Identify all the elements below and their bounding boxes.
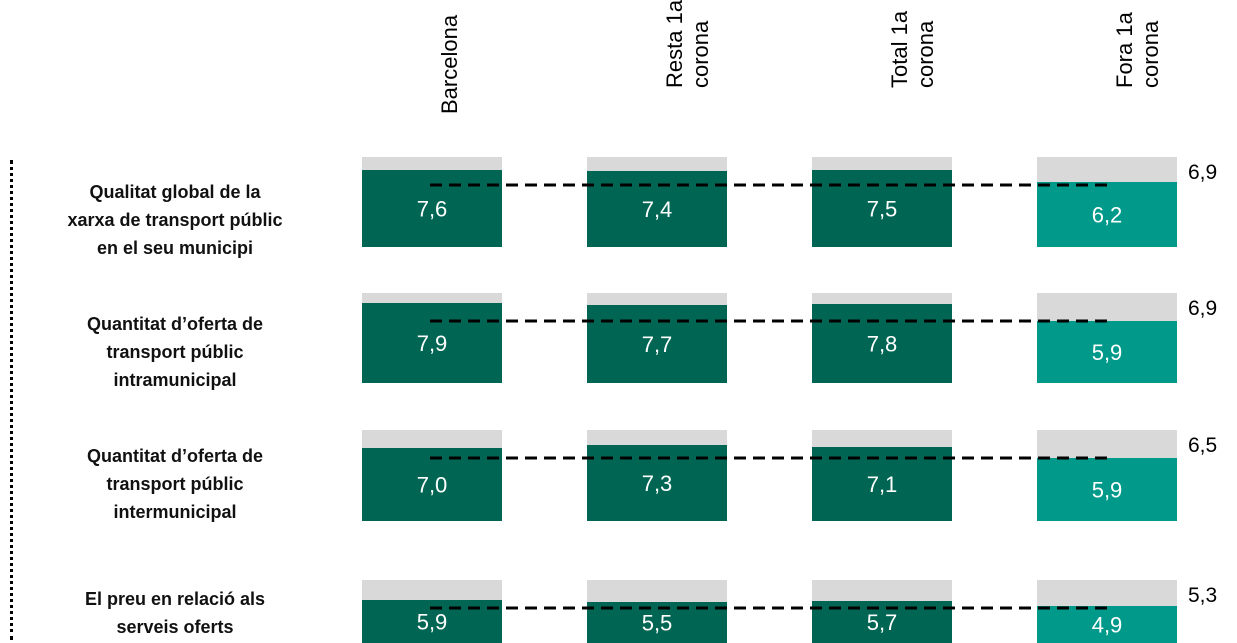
row-label-line: serveis oferts [116, 617, 234, 637]
data-label: 7,7 [642, 332, 673, 357]
data-label: 5,9 [1092, 478, 1123, 503]
reference-label: 5,3 [1188, 584, 1217, 607]
row-label: Quantitat d’oferta de transport públic int… [30, 310, 320, 394]
row-label-line: Quantitat d’oferta de [86, 314, 263, 334]
row-label-line: intermunicipal [113, 502, 237, 522]
bar [362, 303, 502, 383]
bar [587, 305, 727, 383]
reference-label: 6,5 [1188, 434, 1217, 457]
data-label: 6,2 [1092, 203, 1123, 228]
data-label: 5,9 [1092, 340, 1123, 365]
row-label-line: Qualitat global de la [89, 182, 261, 202]
row-label: Quantitat d’oferta de transport públic int… [30, 442, 320, 526]
row-label-line: xarxa de transport públic [67, 210, 283, 230]
row-label-line: Quantitat d’oferta de [86, 446, 263, 466]
bar [362, 448, 502, 521]
row-label-line: transport públic [106, 342, 244, 362]
data-label: 7,0 [417, 473, 448, 498]
reference-label: 6,9 [1188, 297, 1217, 320]
data-label: 7,6 [417, 197, 448, 222]
data-label: 7,9 [417, 331, 448, 356]
bar [1037, 321, 1177, 383]
row-label-line: intramunicipal [113, 370, 237, 390]
data-label: 7,5 [867, 197, 898, 222]
row-label: El preu en relació als serveis oferts [30, 585, 320, 641]
row-label-line: transport públic [106, 474, 244, 494]
data-label: 5,9 [417, 610, 448, 635]
row-separator-dotted-line [10, 160, 13, 640]
reference-label: 6,9 [1188, 161, 1217, 184]
row-label: Qualitat global de la xarxa de transport … [30, 178, 320, 262]
data-label: 5,5 [642, 611, 673, 636]
data-label: 5,7 [867, 610, 898, 635]
data-label: 7,4 [642, 197, 673, 222]
row-label-line: El preu en relació als [84, 589, 266, 609]
data-label: 7,3 [642, 471, 673, 496]
bar [1037, 606, 1177, 643]
bar [1037, 458, 1177, 521]
row-label-line: en el seu municipi [96, 238, 254, 258]
data-label: 7,8 [867, 332, 898, 357]
bar [812, 170, 952, 247]
bar [362, 170, 502, 247]
bar [812, 304, 952, 383]
data-label: 4,9 [1092, 613, 1123, 638]
bar [1037, 182, 1177, 247]
data-label: 7,1 [867, 472, 898, 497]
